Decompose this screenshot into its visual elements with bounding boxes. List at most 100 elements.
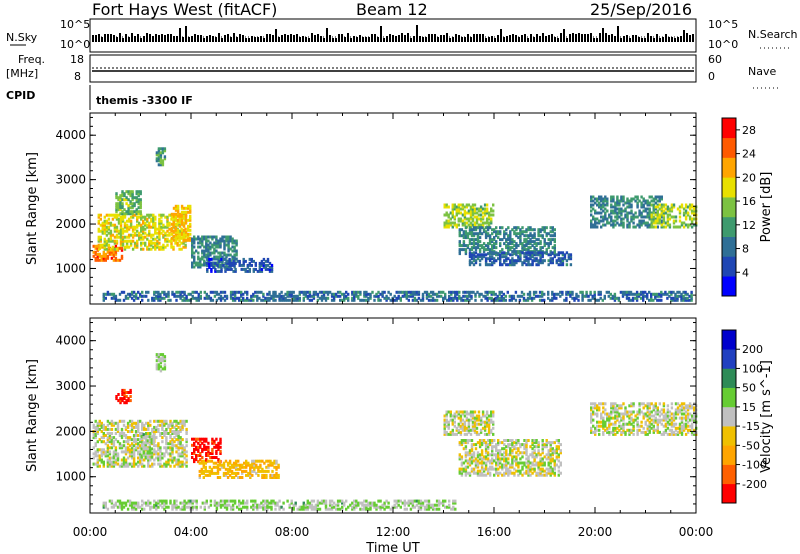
- heatmap-cell: [454, 296, 457, 300]
- heatmap-cell: [507, 263, 510, 267]
- heatmap-cell: [121, 212, 124, 216]
- heatmap-cell: [480, 232, 484, 236]
- heatmap-cell: [500, 296, 503, 300]
- heatmap-cell: [117, 208, 120, 212]
- heatmap-cell: [137, 438, 140, 442]
- heatmap-cell: [176, 204, 180, 208]
- heatmap-cell: [159, 462, 162, 466]
- heatmap-cell: [676, 298, 679, 302]
- heatmap-cell: [644, 201, 647, 205]
- heatmap-cell: [486, 248, 490, 252]
- heatmap-cell: [618, 215, 621, 219]
- nsky-bar: [338, 34, 340, 42]
- heatmap-cell: [189, 208, 192, 212]
- nsky-bar: [188, 37, 190, 42]
- heatmap-cell: [274, 292, 277, 296]
- heatmap-cell: [485, 422, 489, 426]
- heatmap-cell: [167, 425, 170, 429]
- heatmap-cell: [171, 456, 174, 460]
- heatmap-cell: [100, 460, 103, 464]
- heatmap-cell: [626, 197, 629, 201]
- heatmap-cell: [507, 467, 510, 471]
- heatmap-cell: [224, 257, 227, 261]
- heatmap-cell: [462, 232, 466, 236]
- heatmap-cell: [496, 296, 499, 300]
- heatmap-cell: [97, 221, 100, 225]
- heatmap-cell: [121, 192, 124, 196]
- heatmap-cell: [191, 452, 194, 455]
- heatmap-cell: [472, 263, 476, 267]
- heatmap-cell: [228, 265, 231, 269]
- heatmap-cell: [165, 436, 168, 440]
- heatmap-cell: [207, 247, 210, 251]
- heatmap-cell: [145, 294, 148, 298]
- heatmap-cell: [302, 290, 305, 294]
- heatmap-cell: [515, 228, 518, 232]
- heatmap-cell: [475, 211, 479, 215]
- heatmap-cell: [185, 444, 188, 448]
- heatmap-cell: [207, 449, 210, 453]
- heatmap-cell: [232, 261, 235, 265]
- heatmap-cell: [495, 240, 498, 244]
- freq-tick-bottom: 8: [74, 70, 81, 83]
- heatmap-cell: [160, 213, 163, 217]
- heatmap-cell: [491, 457, 494, 461]
- heatmap-cell: [460, 228, 464, 232]
- colorbar-tick-label: 12: [742, 219, 756, 232]
- heatmap-cell: [501, 248, 504, 252]
- heatmap-cell: [271, 473, 274, 477]
- heatmap-cell: [107, 239, 111, 243]
- heatmap-cell: [493, 453, 496, 457]
- heatmap-cell: [462, 248, 466, 252]
- heatmap-cell: [478, 294, 481, 298]
- heatmap-cell: [642, 197, 645, 201]
- heatmap-cell: [602, 205, 605, 209]
- heatmap-cell: [630, 217, 633, 221]
- heatmap-cell: [485, 416, 489, 420]
- heatmap-cell: [131, 235, 135, 239]
- heatmap-cell: [486, 457, 490, 461]
- heatmap-cell: [302, 296, 305, 300]
- heatmap-cell: [191, 245, 194, 249]
- heatmap-cell: [482, 461, 486, 465]
- heatmap-cell: [569, 255, 573, 259]
- heatmap-cell: [626, 219, 629, 223]
- heatmap-cell: [193, 237, 196, 241]
- heatmap-cell: [458, 296, 461, 300]
- heatmap-cell: [172, 214, 176, 218]
- heatmap-cell: [207, 243, 210, 247]
- heatmap-cell: [165, 464, 168, 468]
- heatmap-cell: [656, 215, 659, 219]
- heatmap-cell: [525, 471, 528, 475]
- heatmap-cell: [185, 427, 188, 431]
- heatmap-cell: [459, 420, 463, 424]
- heatmap-cell: [148, 445, 151, 449]
- heatmap-cell: [98, 252, 101, 256]
- heatmap-cell: [106, 444, 110, 448]
- heatmap-cell: [92, 452, 95, 456]
- heatmap-cell: [563, 257, 567, 261]
- heatmap-cell: [435, 298, 439, 302]
- heatmap-cell: [238, 263, 241, 267]
- heatmap-cell: [517, 461, 520, 465]
- heatmap-cell: [535, 473, 538, 477]
- heatmap-cell: [102, 258, 105, 262]
- heatmap-cell: [511, 471, 514, 475]
- heatmap-cell: [531, 439, 534, 442]
- heatmap-cell: [413, 290, 417, 294]
- heatmap-cell: [159, 446, 162, 450]
- nsky-bar: [287, 35, 289, 42]
- heatmap-cell: [139, 446, 142, 450]
- heatmap-cell: [116, 427, 120, 431]
- heatmap-cell: [130, 456, 134, 460]
- heatmap-cell: [529, 445, 532, 449]
- heatmap-cell: [397, 296, 400, 300]
- heatmap-cell: [531, 471, 534, 475]
- heatmap-cell: [470, 253, 474, 257]
- heatmap-cell: [148, 449, 151, 453]
- heatmap-cell: [449, 410, 452, 414]
- heatmap-cell: [509, 236, 512, 240]
- heatmap-cell: [161, 296, 164, 300]
- heatmap-cell: [464, 453, 468, 457]
- heatmap-cell: [115, 204, 118, 208]
